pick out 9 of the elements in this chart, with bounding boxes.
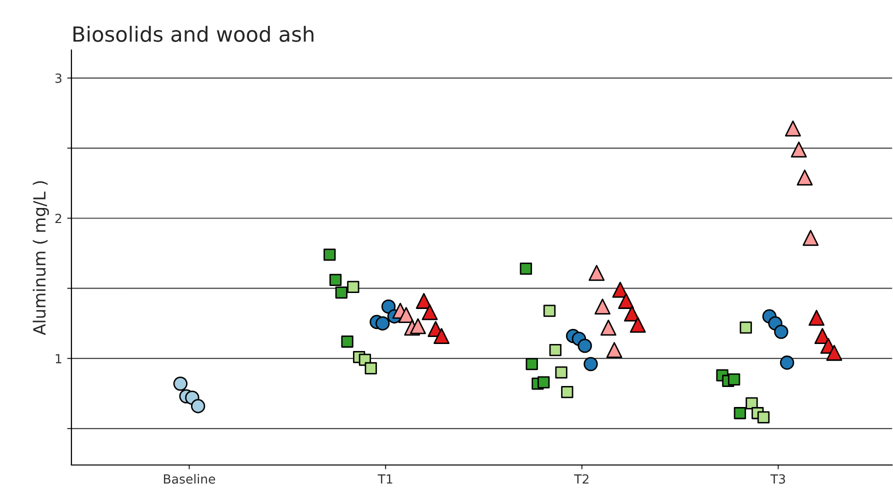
chart-title: Biosolids and wood ash bbox=[73, 26, 314, 42]
y-axis-title: Aluminum ( mg/L ) bbox=[32, 181, 49, 336]
y-tick-label: 1 bbox=[56, 354, 62, 364]
y-tick-label: 2 bbox=[55, 214, 62, 223]
x-tick-label: T3 bbox=[770, 474, 786, 484]
y-tick-label: 3 bbox=[55, 74, 62, 83]
x-tick-label: Baseline bbox=[164, 474, 216, 484]
x-tick-label: T2 bbox=[574, 474, 588, 484]
x-tick-label: T1 bbox=[378, 474, 392, 484]
